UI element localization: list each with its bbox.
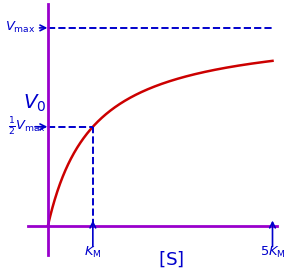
Text: $[\mathrm{S}]$: $[\mathrm{S}]$ (158, 249, 185, 269)
Text: $V_0$: $V_0$ (23, 92, 46, 114)
Text: $K_{\mathrm{M}}$: $K_{\mathrm{M}}$ (84, 246, 102, 261)
Text: $5K_{\mathrm{M}}$: $5K_{\mathrm{M}}$ (260, 246, 285, 261)
Text: $V_{\mathrm{max}}$: $V_{\mathrm{max}}$ (5, 20, 35, 35)
Text: $\frac{1}{2}V_{\mathrm{max}}$: $\frac{1}{2}V_{\mathrm{max}}$ (8, 116, 46, 138)
